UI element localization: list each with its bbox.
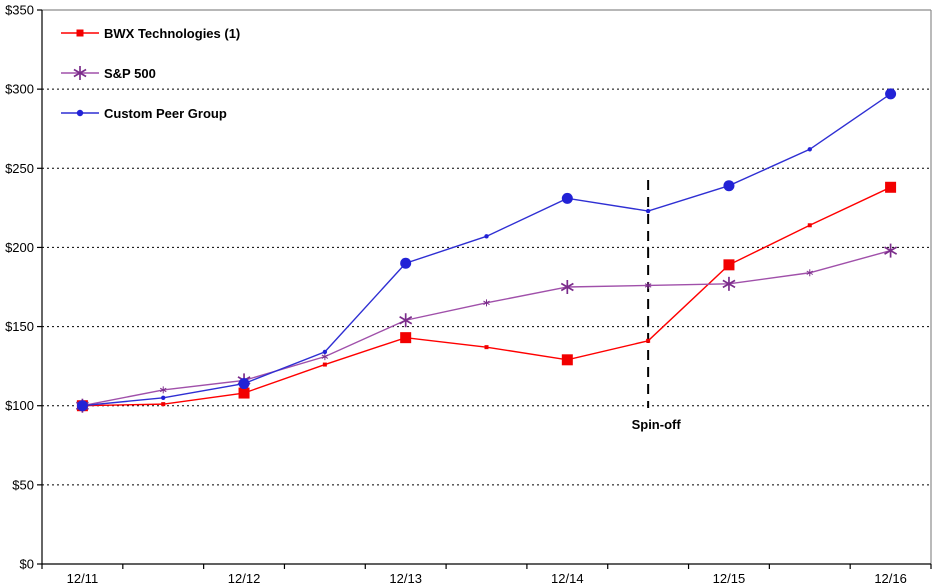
data-point-marker <box>645 208 651 214</box>
data-point-marker <box>238 387 250 399</box>
data-point-marker <box>76 400 88 412</box>
data-point-marker <box>885 88 897 100</box>
legend-marker <box>73 68 87 78</box>
legend-label-custom-peer-group: Custom Peer Group <box>104 105 227 121</box>
data-point-marker <box>483 300 490 306</box>
data-point-marker <box>561 192 573 204</box>
blue-circle-series-icon <box>61 105 99 121</box>
data-point-marker <box>723 259 735 271</box>
data-point-marker <box>807 147 812 152</box>
legend-item-sp500: S&P 500 <box>61 53 240 93</box>
y-axis-label: $100 <box>5 398 34 413</box>
x-axis-label: 12/14 <box>551 571 584 586</box>
data-point-marker <box>322 349 328 355</box>
legend-marker <box>78 31 82 35</box>
data-point-marker <box>238 378 250 390</box>
y-axis-label: $0 <box>20 557 34 572</box>
data-point-marker <box>806 270 814 275</box>
data-point-marker <box>723 180 735 192</box>
x-axis-label: 12/16 <box>874 571 907 586</box>
data-point-marker <box>644 283 652 288</box>
data-point-marker <box>399 316 413 325</box>
series-line-bwx-technologies-1- <box>82 186 891 407</box>
red-square-series-icon <box>61 25 99 41</box>
data-point-marker <box>161 395 166 400</box>
legend-swatch-svg <box>61 109 99 117</box>
data-point-marker <box>807 223 812 228</box>
spinoff-annotation-label: Spin-off <box>631 417 681 432</box>
y-axis-label: $250 <box>5 161 34 176</box>
y-axis-label: $300 <box>5 82 34 97</box>
data-point-marker <box>484 234 489 239</box>
legend-swatch-svg <box>61 66 99 80</box>
data-point-marker <box>484 345 489 350</box>
purple-asterisk-series-icon <box>61 65 99 81</box>
x-axis-label: 12/15 <box>713 571 746 586</box>
chart-legend: BWX Technologies (1) S&P 500 Custom Peer… <box>61 13 240 133</box>
y-axis-label: $200 <box>5 240 34 255</box>
y-axis-label: $50 <box>12 477 34 492</box>
y-axis-label: $350 <box>5 3 34 18</box>
data-point-marker <box>159 387 167 393</box>
legend-marker <box>76 109 84 117</box>
series-line-custom-peer-group <box>82 93 891 407</box>
x-axis-label: 12/13 <box>389 571 422 586</box>
legend-swatch-svg <box>61 29 99 37</box>
x-axis-label: 12/12 <box>228 571 261 586</box>
legend-item-bwx-technologies: BWX Technologies (1) <box>61 13 240 53</box>
data-point-marker <box>161 402 166 407</box>
data-point-marker <box>560 282 574 292</box>
data-point-marker <box>646 338 651 343</box>
data-point-marker <box>400 332 412 344</box>
y-axis-label: $150 <box>5 319 34 334</box>
legend-label-sp500: S&P 500 <box>104 65 156 81</box>
data-point-marker <box>400 257 412 269</box>
legend-item-custom-peer-group: Custom Peer Group <box>61 93 240 133</box>
legend-label-bwx-technologies: BWX Technologies (1) <box>104 25 241 41</box>
series-line-s-p-500 <box>82 249 891 407</box>
data-point-marker <box>722 279 736 289</box>
data-point-marker <box>885 181 897 193</box>
data-point-marker <box>321 354 329 359</box>
data-point-marker <box>561 354 573 366</box>
data-point-marker <box>322 362 327 367</box>
data-point-marker <box>884 246 898 255</box>
x-axis-label: 12/11 <box>67 571 99 586</box>
